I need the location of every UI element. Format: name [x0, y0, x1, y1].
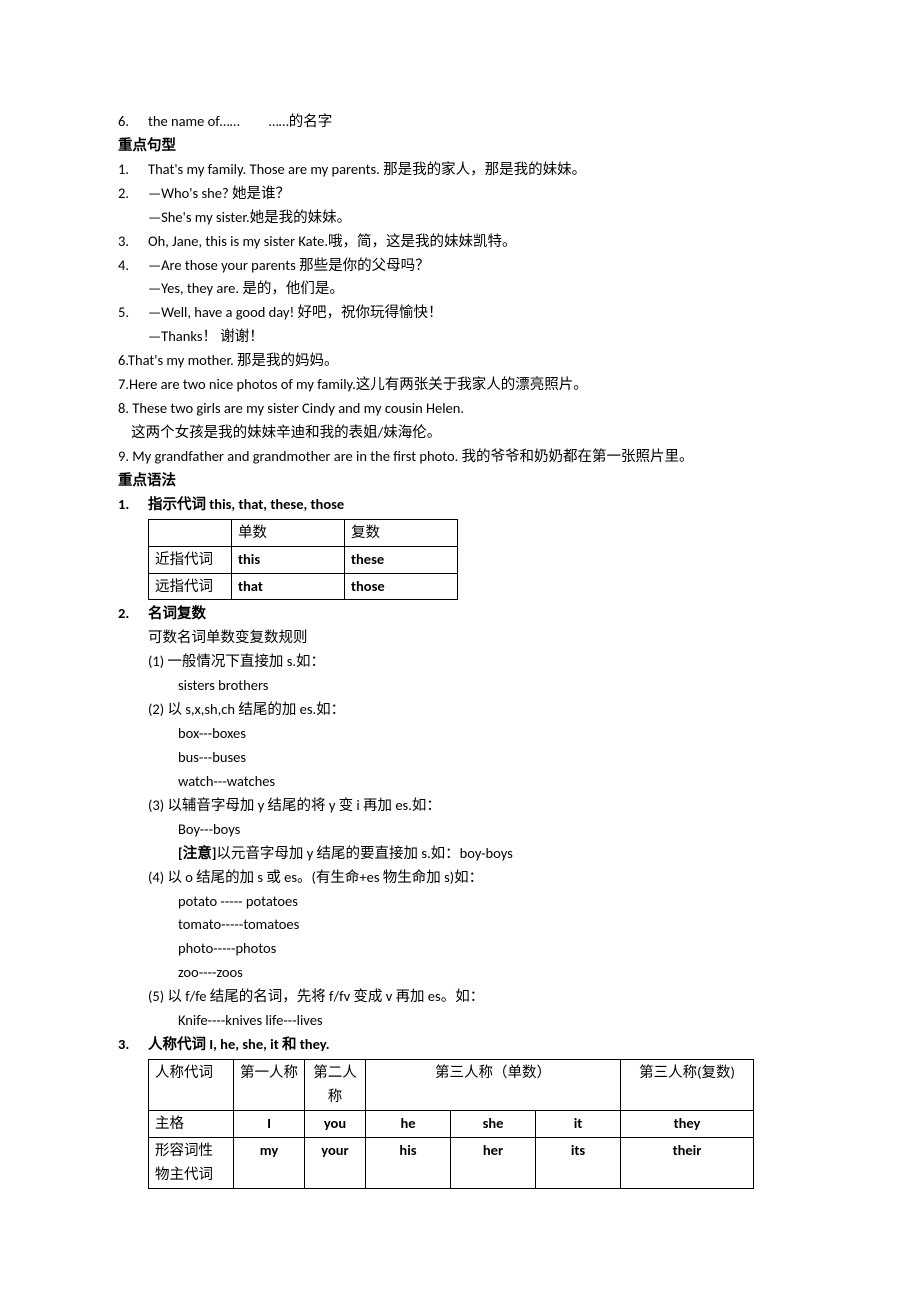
table-cell: it — [536, 1110, 621, 1137]
table-cell: 第三人称（单数） — [366, 1059, 621, 1110]
personal-pronoun-table: 人称代词 第一人称 第二人称 第三人称（单数） 第三人称(复数) 主格 I yo… — [148, 1059, 754, 1189]
item-number: 2. — [118, 602, 148, 626]
table-cell: 形容词性物主代词 — [149, 1137, 234, 1188]
rule-heading: (2) 以 s,x,sh,ch 结尾的加 es.如： — [118, 698, 802, 722]
table-row: 近指代词 this these — [149, 546, 458, 573]
item-number: 3. — [118, 230, 148, 254]
rule-heading: (3) 以辅音字母加 y 结尾的将 y 变 i 再加 es.如： — [118, 794, 802, 818]
rule-example: photo-----photos — [118, 937, 802, 961]
rule-example: box---boxes — [118, 722, 802, 746]
table-cell: this — [232, 546, 345, 573]
table-cell: 复数 — [345, 519, 458, 546]
rule-heading: (5) 以 f/fe 结尾的名词，先将 f/fv 变成 v 再加 es。如： — [118, 985, 802, 1009]
item-text: That's my family. Those are my parents. … — [148, 158, 802, 182]
table-cell: its — [536, 1137, 621, 1188]
note-prefix: [注意] — [178, 844, 216, 862]
item-number: 4. — [118, 254, 148, 278]
item-subline: —Yes, they are. 是的，他们是。 — [118, 277, 802, 301]
rule-heading: (1) 一般情况下直接加 s.如： — [118, 650, 802, 674]
table-cell: your — [305, 1137, 366, 1188]
table-cell: those — [345, 573, 458, 600]
rule-example: tomato-----tomatoes — [118, 913, 802, 937]
item-number: 6. — [118, 110, 148, 134]
item-number: 1. — [118, 158, 148, 182]
table-row: 远指代词 that those — [149, 573, 458, 600]
list-item: 2. —Who's she? 她是谁？ — [118, 182, 802, 206]
section-heading-sentences: 重点句型 — [118, 134, 802, 158]
table-cell: her — [451, 1137, 536, 1188]
item-text: —Who's she? 她是谁？ — [148, 182, 802, 206]
grammar-item-1: 1. 指示代词 this, that, these, those — [118, 493, 802, 517]
rule-example: zoo----zoos — [118, 961, 802, 985]
list-item: 3. Oh, Jane, this is my sister Kate.哦，简，… — [118, 230, 802, 254]
item-text: 指示代词 this, that, these, those — [148, 493, 802, 517]
loose-line: 6.That's my mother. 那是我的妈妈。 — [118, 349, 802, 373]
table-cell: 人称代词 — [149, 1059, 234, 1110]
item-text: 名词复数 — [148, 602, 802, 626]
rule-note: [注意]以元音字母加 y 结尾的要直接加 s.如：boy-boys — [118, 842, 802, 866]
table-cell: these — [345, 546, 458, 573]
grammar-item-3: 3. 人称代词 I, he, she, it 和 they. — [118, 1033, 802, 1057]
item-number: 5. — [118, 301, 148, 325]
rule-example: sisters brothers — [118, 674, 802, 698]
list-item: 6. the name of…… ……的名字 — [118, 110, 802, 134]
demonstrative-pronoun-table: 单数 复数 近指代词 this these 远指代词 that those — [148, 519, 458, 601]
table-row: 人称代词 第一人称 第二人称 第三人称（单数） 第三人称(复数) — [149, 1059, 754, 1110]
loose-line: 7.Here are two nice photos of my family.… — [118, 373, 802, 397]
item-text: the name of…… ……的名字 — [148, 110, 802, 134]
item-subline: —Thanks！ 谢谢！ — [118, 325, 802, 349]
table-cell: they — [621, 1110, 754, 1137]
table-cell: 近指代词 — [149, 546, 232, 573]
rule-example: Knife----knives life---lives — [118, 1009, 802, 1033]
item-text: —Are those your parents 那些是你的父母吗？ — [148, 254, 802, 278]
grammar-item-2: 2. 名词复数 — [118, 602, 802, 626]
table-row: 主格 I you he she it they — [149, 1110, 754, 1137]
list-item: 4. —Are those your parents 那些是你的父母吗？ — [118, 254, 802, 278]
rule-example: watch---watches — [118, 770, 802, 794]
table-cell: that — [232, 573, 345, 600]
table-cell: you — [305, 1110, 366, 1137]
item-text: 人称代词 I, he, she, it 和 they. — [148, 1033, 802, 1057]
table-cell: he — [366, 1110, 451, 1137]
table-cell: 远指代词 — [149, 573, 232, 600]
table-cell: his — [366, 1137, 451, 1188]
table-row: 单数 复数 — [149, 519, 458, 546]
table-cell: 主格 — [149, 1110, 234, 1137]
item-number: 2. — [118, 182, 148, 206]
rule-example: bus---buses — [118, 746, 802, 770]
document-page: 6. the name of…… ……的名字 重点句型 1. That's my… — [0, 0, 920, 1251]
item-text: —Well, have a good day! 好吧，祝你玩得愉快！ — [148, 301, 802, 325]
loose-line: 9. My grandfather and grandmother are in… — [118, 445, 802, 469]
section-heading-grammar: 重点语法 — [118, 469, 802, 493]
item-number: 3. — [118, 1033, 148, 1057]
table-cell: 第二人称 — [305, 1059, 366, 1110]
list-item: 5. —Well, have a good day! 好吧，祝你玩得愉快！ — [118, 301, 802, 325]
rule-example: Boy---boys — [118, 818, 802, 842]
table-cell — [149, 519, 232, 546]
table-cell: 第一人称 — [234, 1059, 305, 1110]
table-cell: my — [234, 1137, 305, 1188]
table-cell: 第三人称(复数) — [621, 1059, 754, 1110]
item-text: Oh, Jane, this is my sister Kate.哦，简，这是我… — [148, 230, 802, 254]
note-text: 以元音字母加 y 结尾的要直接加 s.如：boy-boys — [216, 844, 512, 862]
table-cell: I — [234, 1110, 305, 1137]
list-item: 1. That's my family. Those are my parent… — [118, 158, 802, 182]
item-subline: —She's my sister.她是我的妹妹。 — [118, 206, 802, 230]
rule-example: potato ----- potatoes — [118, 890, 802, 914]
table-row: 形容词性物主代词 my your his her its their — [149, 1137, 754, 1188]
grammar-intro: 可数名词单数变复数规则 — [118, 626, 802, 650]
rule-heading: (4) 以 o 结尾的加 s 或 es。(有生命+es 物生命加 s)如： — [118, 866, 802, 890]
item-number: 1. — [118, 493, 148, 517]
loose-line: 8. These two girls are my sister Cindy a… — [118, 397, 802, 421]
loose-line: 这两个女孩是我的妹妹辛迪和我的表姐/妹海伦。 — [118, 421, 802, 445]
table-cell: 单数 — [232, 519, 345, 546]
table-cell: their — [621, 1137, 754, 1188]
table-cell: she — [451, 1110, 536, 1137]
